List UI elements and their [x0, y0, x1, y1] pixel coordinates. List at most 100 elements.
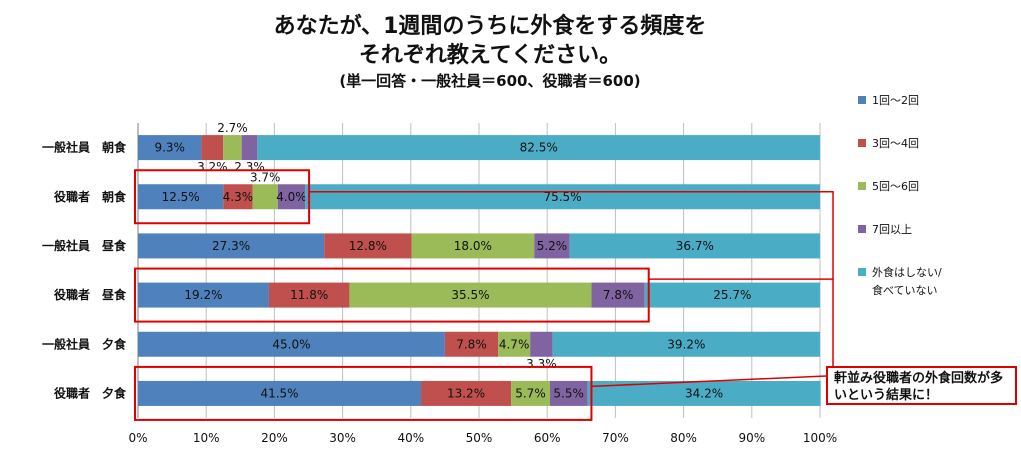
category-label: 役職者 夕食 — [54, 385, 127, 400]
x-tick-label: 20% — [261, 431, 288, 445]
x-tick-label: 70% — [602, 431, 629, 445]
bar-segment — [138, 184, 224, 210]
legend-label: 3回～4回 — [872, 137, 919, 150]
legend-swatch — [858, 225, 866, 233]
bar-segment — [305, 184, 821, 210]
bar-segment — [324, 233, 412, 259]
data-label: 12.5% — [162, 190, 200, 204]
data-label: 45.0% — [272, 337, 310, 351]
legend-item: 3回～4回 — [858, 135, 919, 153]
data-label: 27.3% — [212, 239, 250, 253]
data-label: 75.5% — [543, 190, 581, 204]
legend-swatch — [858, 182, 866, 190]
bar-segment — [498, 331, 531, 357]
bar-segment — [644, 282, 820, 308]
category-label: 一般社員 昼食 — [42, 238, 127, 253]
bar-segment — [530, 331, 553, 357]
bar-segment — [349, 282, 592, 308]
bar-segment — [411, 233, 535, 259]
legend-label: 5回～6回 — [872, 180, 919, 193]
data-label: 18.0% — [454, 239, 492, 253]
data-label: 25.7% — [713, 288, 751, 302]
bar-segment — [252, 184, 278, 210]
x-tick-label: 100% — [803, 431, 837, 445]
chart-subtitle: (単一回答・一般社員＝600、役職者＝600) — [339, 72, 641, 90]
callout-connector — [591, 375, 827, 388]
legend-item: 1回～2回 — [858, 92, 919, 110]
legend-swatch — [858, 268, 866, 276]
data-label: 35.5% — [451, 288, 489, 302]
data-label: 39.2% — [667, 337, 705, 351]
x-tick-label: 60% — [534, 431, 561, 445]
legend-swatch — [858, 139, 866, 147]
data-label: 9.3% — [154, 141, 185, 155]
data-label: 2.7% — [217, 121, 248, 135]
highlight-box — [134, 365, 593, 421]
x-tick-label: 10% — [193, 431, 220, 445]
legend-label: 1回～2回 — [872, 94, 919, 107]
data-label: 11.8% — [290, 288, 328, 302]
x-tick-label: 30% — [329, 431, 356, 445]
x-tick-label: 40% — [397, 431, 424, 445]
category-label: 一般社員 朝食 — [42, 140, 127, 155]
bar-segment — [534, 233, 570, 259]
legend-label: 外食はしない/ 食べていない — [872, 266, 942, 297]
data-label: 5.2% — [537, 239, 568, 253]
data-label: 3.7% — [250, 170, 281, 184]
category-label: 役職者 昼食 — [54, 287, 127, 302]
legend-item: 外食はしない/ 食べていない — [858, 264, 942, 300]
bar-segment — [138, 233, 325, 259]
bar-segment — [552, 331, 820, 357]
chart-title-line2: それぞれ教えてください。 — [358, 43, 622, 68]
data-label: 82.5% — [520, 141, 558, 155]
bar-segment — [201, 135, 224, 161]
bar-segment — [511, 380, 550, 406]
bar-segment — [444, 331, 499, 357]
x-tick-label: 80% — [670, 431, 697, 445]
data-label: 19.2% — [184, 288, 222, 302]
callout-box: 軒並み役職者の外食回数が多いという結果に！ — [826, 366, 1017, 405]
legend-item: 5回～6回 — [858, 178, 919, 196]
data-label: 4.3% — [223, 190, 254, 204]
data-label: 4.0% — [276, 190, 307, 204]
data-label: 5.7% — [515, 386, 546, 400]
data-label: 4.7% — [499, 337, 530, 351]
data-label: 34.2% — [685, 386, 723, 400]
bar-segment — [138, 135, 202, 161]
bar-segment — [223, 135, 242, 161]
category-label: 一般社員 夕食 — [42, 336, 127, 351]
bar-segment — [223, 184, 253, 210]
bar-segment — [138, 282, 269, 308]
legend-label: 7回以上 — [872, 223, 912, 236]
data-label: 3.3% — [526, 357, 557, 371]
category-label: 役職者 朝食 — [54, 189, 127, 204]
bar-segment — [241, 135, 258, 161]
bar-segment — [549, 380, 588, 406]
bar-segment — [277, 184, 306, 210]
bar-segment — [268, 282, 350, 308]
x-tick-label: 50% — [466, 431, 493, 445]
x-tick-label: 0% — [128, 431, 147, 445]
bar-segment — [257, 135, 821, 161]
chart-title-line1: あなたが、1週間のうちに外食をする頻度を — [273, 14, 707, 39]
highlight-box — [134, 267, 650, 323]
legend-item: 7回以上 — [858, 221, 912, 239]
data-label: 5.5% — [553, 386, 584, 400]
data-label: 3.2% — [197, 160, 228, 174]
bar-segment — [591, 282, 645, 308]
data-label: 7.8% — [603, 288, 634, 302]
bar-segment — [138, 331, 445, 357]
legend-swatch — [858, 96, 866, 104]
data-label: 13.2% — [447, 386, 485, 400]
callout-connector — [309, 191, 834, 280]
data-label: 41.5% — [260, 386, 298, 400]
bar-segment — [569, 233, 820, 259]
data-label: 12.8% — [349, 239, 387, 253]
bar-segment — [421, 380, 512, 406]
x-tick-label: 90% — [738, 431, 765, 445]
data-label: 7.8% — [456, 337, 487, 351]
data-label: 36.7% — [676, 239, 714, 253]
bar-segment — [138, 380, 422, 406]
highlight-box — [134, 169, 311, 225]
